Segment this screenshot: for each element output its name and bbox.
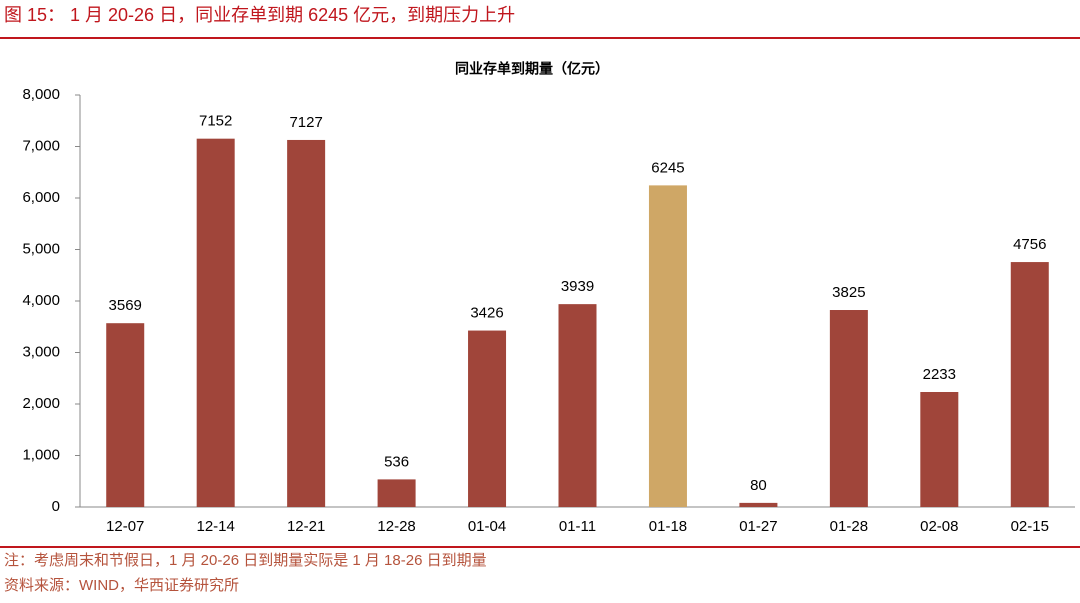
data-label: 2233 [923, 366, 956, 383]
x-tick-label: 02-08 [920, 518, 958, 535]
x-tick-label: 01-04 [468, 518, 506, 535]
bar [558, 304, 597, 507]
y-tick-label: 4,000 [22, 292, 60, 309]
y-tick-label: 8,000 [22, 86, 60, 103]
y-tick-label: 5,000 [22, 240, 60, 257]
data-label: 3939 [561, 278, 594, 295]
bar [648, 185, 687, 507]
x-tick-label: 02-15 [1011, 518, 1049, 535]
bar [287, 139, 326, 507]
x-tick-label: 01-27 [739, 518, 777, 535]
bar [196, 138, 235, 507]
data-label: 3426 [470, 305, 503, 322]
data-label: 7152 [199, 113, 232, 130]
data-label: 536 [384, 453, 409, 470]
y-tick-label: 2,000 [22, 395, 60, 412]
bar [106, 323, 145, 507]
data-label: 3569 [109, 297, 142, 314]
source: 资料来源：WIND，华西证券研究所 [4, 577, 239, 594]
bar [829, 310, 868, 507]
note: 注：考虑周末和节假日，1 月 20-26 日到期量实际是 1 月 18-26 日… [4, 552, 487, 569]
data-label: 7127 [289, 114, 322, 131]
x-tick-label: 01-18 [649, 518, 687, 535]
x-tick-label: 01-11 [559, 518, 596, 535]
data-label: 80 [750, 477, 767, 494]
data-label: 3825 [832, 284, 865, 301]
bar [739, 502, 778, 507]
y-tick-label: 1,000 [22, 446, 60, 463]
y-tick-label: 0 [52, 498, 60, 515]
chart-title: 同业存单到期量（亿元） [455, 61, 609, 77]
bar [377, 479, 416, 507]
y-tick-label: 6,000 [22, 189, 60, 206]
figure-title: 图 15： 1 月 20-26 日，同业存单到期 6245 亿元，到期压力上升 [4, 5, 515, 25]
data-label: 6245 [651, 159, 684, 176]
data-label: 4756 [1013, 236, 1046, 253]
bar [468, 330, 507, 507]
y-tick-label: 7,000 [22, 137, 60, 154]
x-tick-label: 12-14 [196, 518, 234, 535]
y-tick-label: 3,000 [22, 343, 60, 360]
bar [920, 392, 959, 507]
bar [1010, 262, 1049, 507]
x-tick-label: 12-07 [106, 518, 144, 535]
x-tick-label: 01-28 [830, 518, 868, 535]
x-tick-label: 12-28 [377, 518, 415, 535]
x-tick-label: 12-21 [287, 518, 325, 535]
